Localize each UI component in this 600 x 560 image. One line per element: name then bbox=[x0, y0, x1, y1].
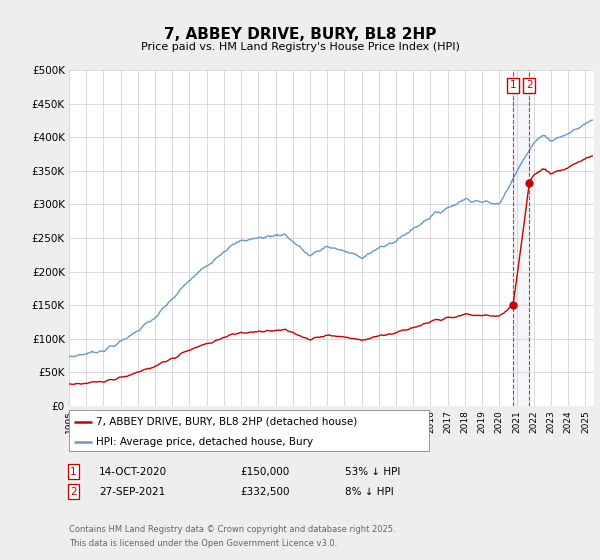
Text: 8% ↓ HPI: 8% ↓ HPI bbox=[345, 487, 394, 497]
Text: 2: 2 bbox=[70, 487, 77, 497]
Bar bbox=[513, 70, 529, 406]
Text: Price paid vs. HM Land Registry's House Price Index (HPI): Price paid vs. HM Land Registry's House … bbox=[140, 42, 460, 52]
Text: 27-SEP-2021: 27-SEP-2021 bbox=[99, 487, 165, 497]
Text: 2: 2 bbox=[526, 80, 533, 90]
Text: £150,000: £150,000 bbox=[240, 466, 289, 477]
Text: 7, ABBEY DRIVE, BURY, BL8 2HP: 7, ABBEY DRIVE, BURY, BL8 2HP bbox=[164, 27, 436, 42]
Text: £332,500: £332,500 bbox=[240, 487, 290, 497]
Text: Contains HM Land Registry data © Crown copyright and database right 2025.
This d: Contains HM Land Registry data © Crown c… bbox=[69, 525, 395, 548]
Text: 14-OCT-2020: 14-OCT-2020 bbox=[99, 466, 167, 477]
Text: 53% ↓ HPI: 53% ↓ HPI bbox=[345, 466, 400, 477]
Text: 1: 1 bbox=[70, 466, 77, 477]
Text: HPI: Average price, detached house, Bury: HPI: Average price, detached house, Bury bbox=[96, 437, 313, 447]
Text: 7, ABBEY DRIVE, BURY, BL8 2HP (detached house): 7, ABBEY DRIVE, BURY, BL8 2HP (detached … bbox=[96, 417, 357, 427]
Text: 1: 1 bbox=[509, 80, 516, 90]
